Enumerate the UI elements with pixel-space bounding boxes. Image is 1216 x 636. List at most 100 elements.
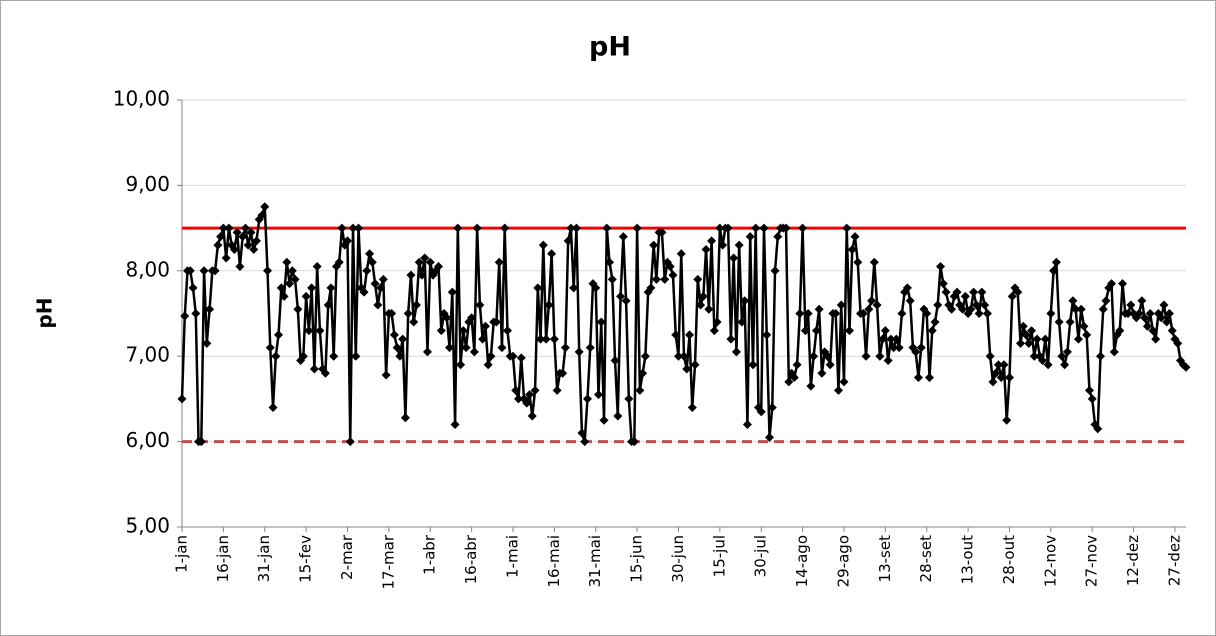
data-point <box>235 262 245 272</box>
data-point <box>651 274 661 284</box>
data-point <box>199 266 209 276</box>
data-point <box>232 227 242 237</box>
data-point <box>784 377 794 387</box>
data-point <box>450 420 460 430</box>
data-point <box>238 232 248 242</box>
data-point <box>1079 321 1089 331</box>
data-point <box>508 351 518 361</box>
data-point <box>1156 313 1166 323</box>
data-point <box>1082 330 1092 340</box>
data-point <box>290 274 300 284</box>
data-point <box>312 262 322 272</box>
data-point <box>205 304 215 314</box>
data-point <box>370 279 380 289</box>
data-point <box>425 257 435 267</box>
data-point <box>1046 309 1056 318</box>
data-point <box>188 283 198 293</box>
data-point <box>538 240 548 250</box>
data-point <box>376 283 386 293</box>
data-point <box>469 347 479 357</box>
data-point <box>1159 300 1169 310</box>
x-tick-label: 29-ago <box>834 535 852 587</box>
data-point <box>1007 291 1017 301</box>
data-point <box>569 283 579 293</box>
data-point <box>525 390 535 400</box>
data-point <box>742 420 752 430</box>
data-point <box>387 309 397 318</box>
data-point <box>897 309 907 318</box>
data-point <box>707 236 717 246</box>
data-point <box>210 266 220 276</box>
data-point <box>224 223 234 233</box>
x-tick-label: 28-out <box>1000 535 1018 584</box>
data-point <box>400 413 410 423</box>
data-point <box>1004 373 1014 383</box>
data-point <box>577 428 587 438</box>
data-point <box>773 232 783 242</box>
data-point <box>185 266 195 276</box>
data-point <box>916 343 926 353</box>
x-tick-label: 13-set <box>876 535 894 583</box>
data-point <box>687 402 697 412</box>
data-point <box>646 283 656 293</box>
data-point <box>403 309 413 318</box>
x-tick-label: 16-mai <box>545 535 563 587</box>
data-point <box>365 249 375 259</box>
data-point <box>751 223 761 233</box>
x-tick-label: 27-nov <box>1083 535 1101 587</box>
data-point <box>624 394 634 404</box>
x-tick-label: 13-out <box>959 535 977 584</box>
data-point <box>596 317 606 327</box>
data-point <box>982 309 992 318</box>
data-point <box>1049 266 1059 276</box>
x-tick-label: 12-nov <box>1041 535 1059 587</box>
data-point <box>417 270 427 280</box>
data-point <box>1173 338 1183 348</box>
y-axis-label: pH <box>33 297 57 328</box>
data-point <box>345 437 355 447</box>
data-point <box>442 313 452 323</box>
data-point <box>947 304 957 314</box>
data-point <box>483 360 493 370</box>
data-point <box>563 236 573 246</box>
data-point <box>878 334 888 344</box>
x-tick-label: 16-abr <box>462 534 480 584</box>
x-tick-label: 14-ago <box>793 535 811 587</box>
data-point <box>287 266 297 276</box>
data-point <box>902 283 912 293</box>
data-point <box>930 317 940 327</box>
data-point <box>409 317 419 327</box>
data-point <box>213 240 223 250</box>
x-tick-label: 31-mai <box>586 535 604 587</box>
data-point <box>665 262 675 272</box>
data-point <box>180 311 190 321</box>
data-point <box>329 351 339 361</box>
data-point <box>351 351 361 361</box>
data-point <box>502 326 512 336</box>
data-point <box>726 334 736 344</box>
data-point <box>536 334 546 344</box>
data-point <box>1123 309 1133 318</box>
data-point <box>436 326 446 336</box>
data-point <box>759 223 769 233</box>
data-point <box>177 394 187 404</box>
data-point <box>191 309 201 318</box>
x-tick-label: 15-fev <box>297 535 315 583</box>
data-point <box>279 291 289 301</box>
data-point <box>582 394 592 404</box>
data-point <box>704 304 714 314</box>
data-point <box>1098 304 1108 314</box>
data-point <box>458 326 468 336</box>
data-point <box>632 223 642 233</box>
data-point <box>701 244 711 254</box>
data-point <box>875 351 885 361</box>
data-point <box>814 304 824 314</box>
data-point <box>1024 338 1034 348</box>
data-point <box>673 351 683 361</box>
data-point <box>541 334 551 344</box>
y-tick-label: 9,00 <box>125 172 170 196</box>
data-point <box>941 287 951 297</box>
data-point <box>765 432 775 442</box>
data-point <box>456 360 466 370</box>
